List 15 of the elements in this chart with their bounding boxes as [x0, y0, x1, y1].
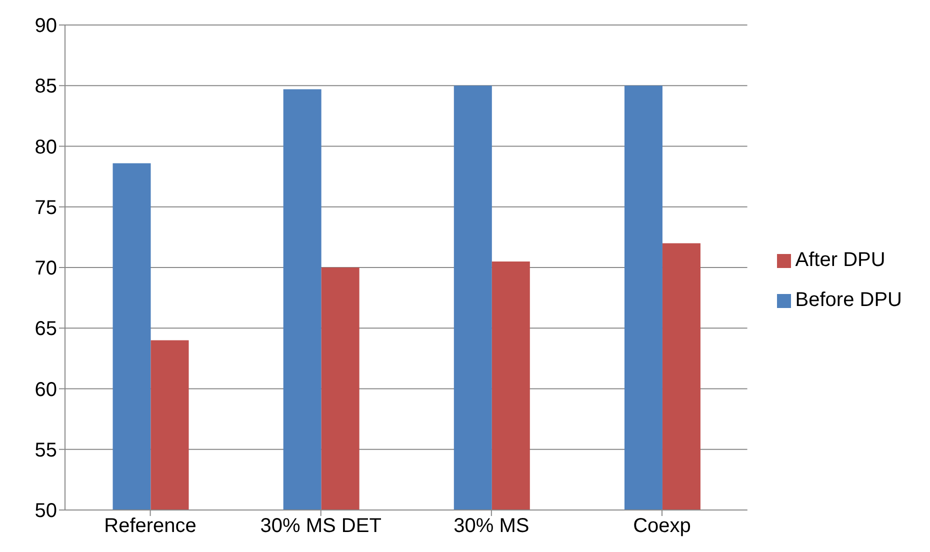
y-tick-label: 60 — [34, 378, 57, 401]
legend-label: Before DPU — [795, 289, 902, 311]
y-tick-label: 75 — [34, 196, 57, 219]
y-tick-label: 55 — [34, 439, 57, 462]
x-tick-label: Coexp — [633, 515, 691, 538]
x-tick-label: 30% MS DET — [260, 515, 382, 538]
x-tick-label: Reference — [104, 515, 196, 538]
y-tick-label: 90 — [34, 15, 57, 38]
y-tick-label: 50 — [34, 500, 57, 522]
y-tick-label: 80 — [34, 136, 57, 158]
y-tick-label: 85 — [34, 76, 57, 98]
y-tick-label: 65 — [34, 318, 57, 340]
y-tick-label: 70 — [34, 258, 57, 280]
legend-label: After DPU — [795, 249, 886, 271]
x-tick-label: 30% MS — [454, 515, 530, 538]
